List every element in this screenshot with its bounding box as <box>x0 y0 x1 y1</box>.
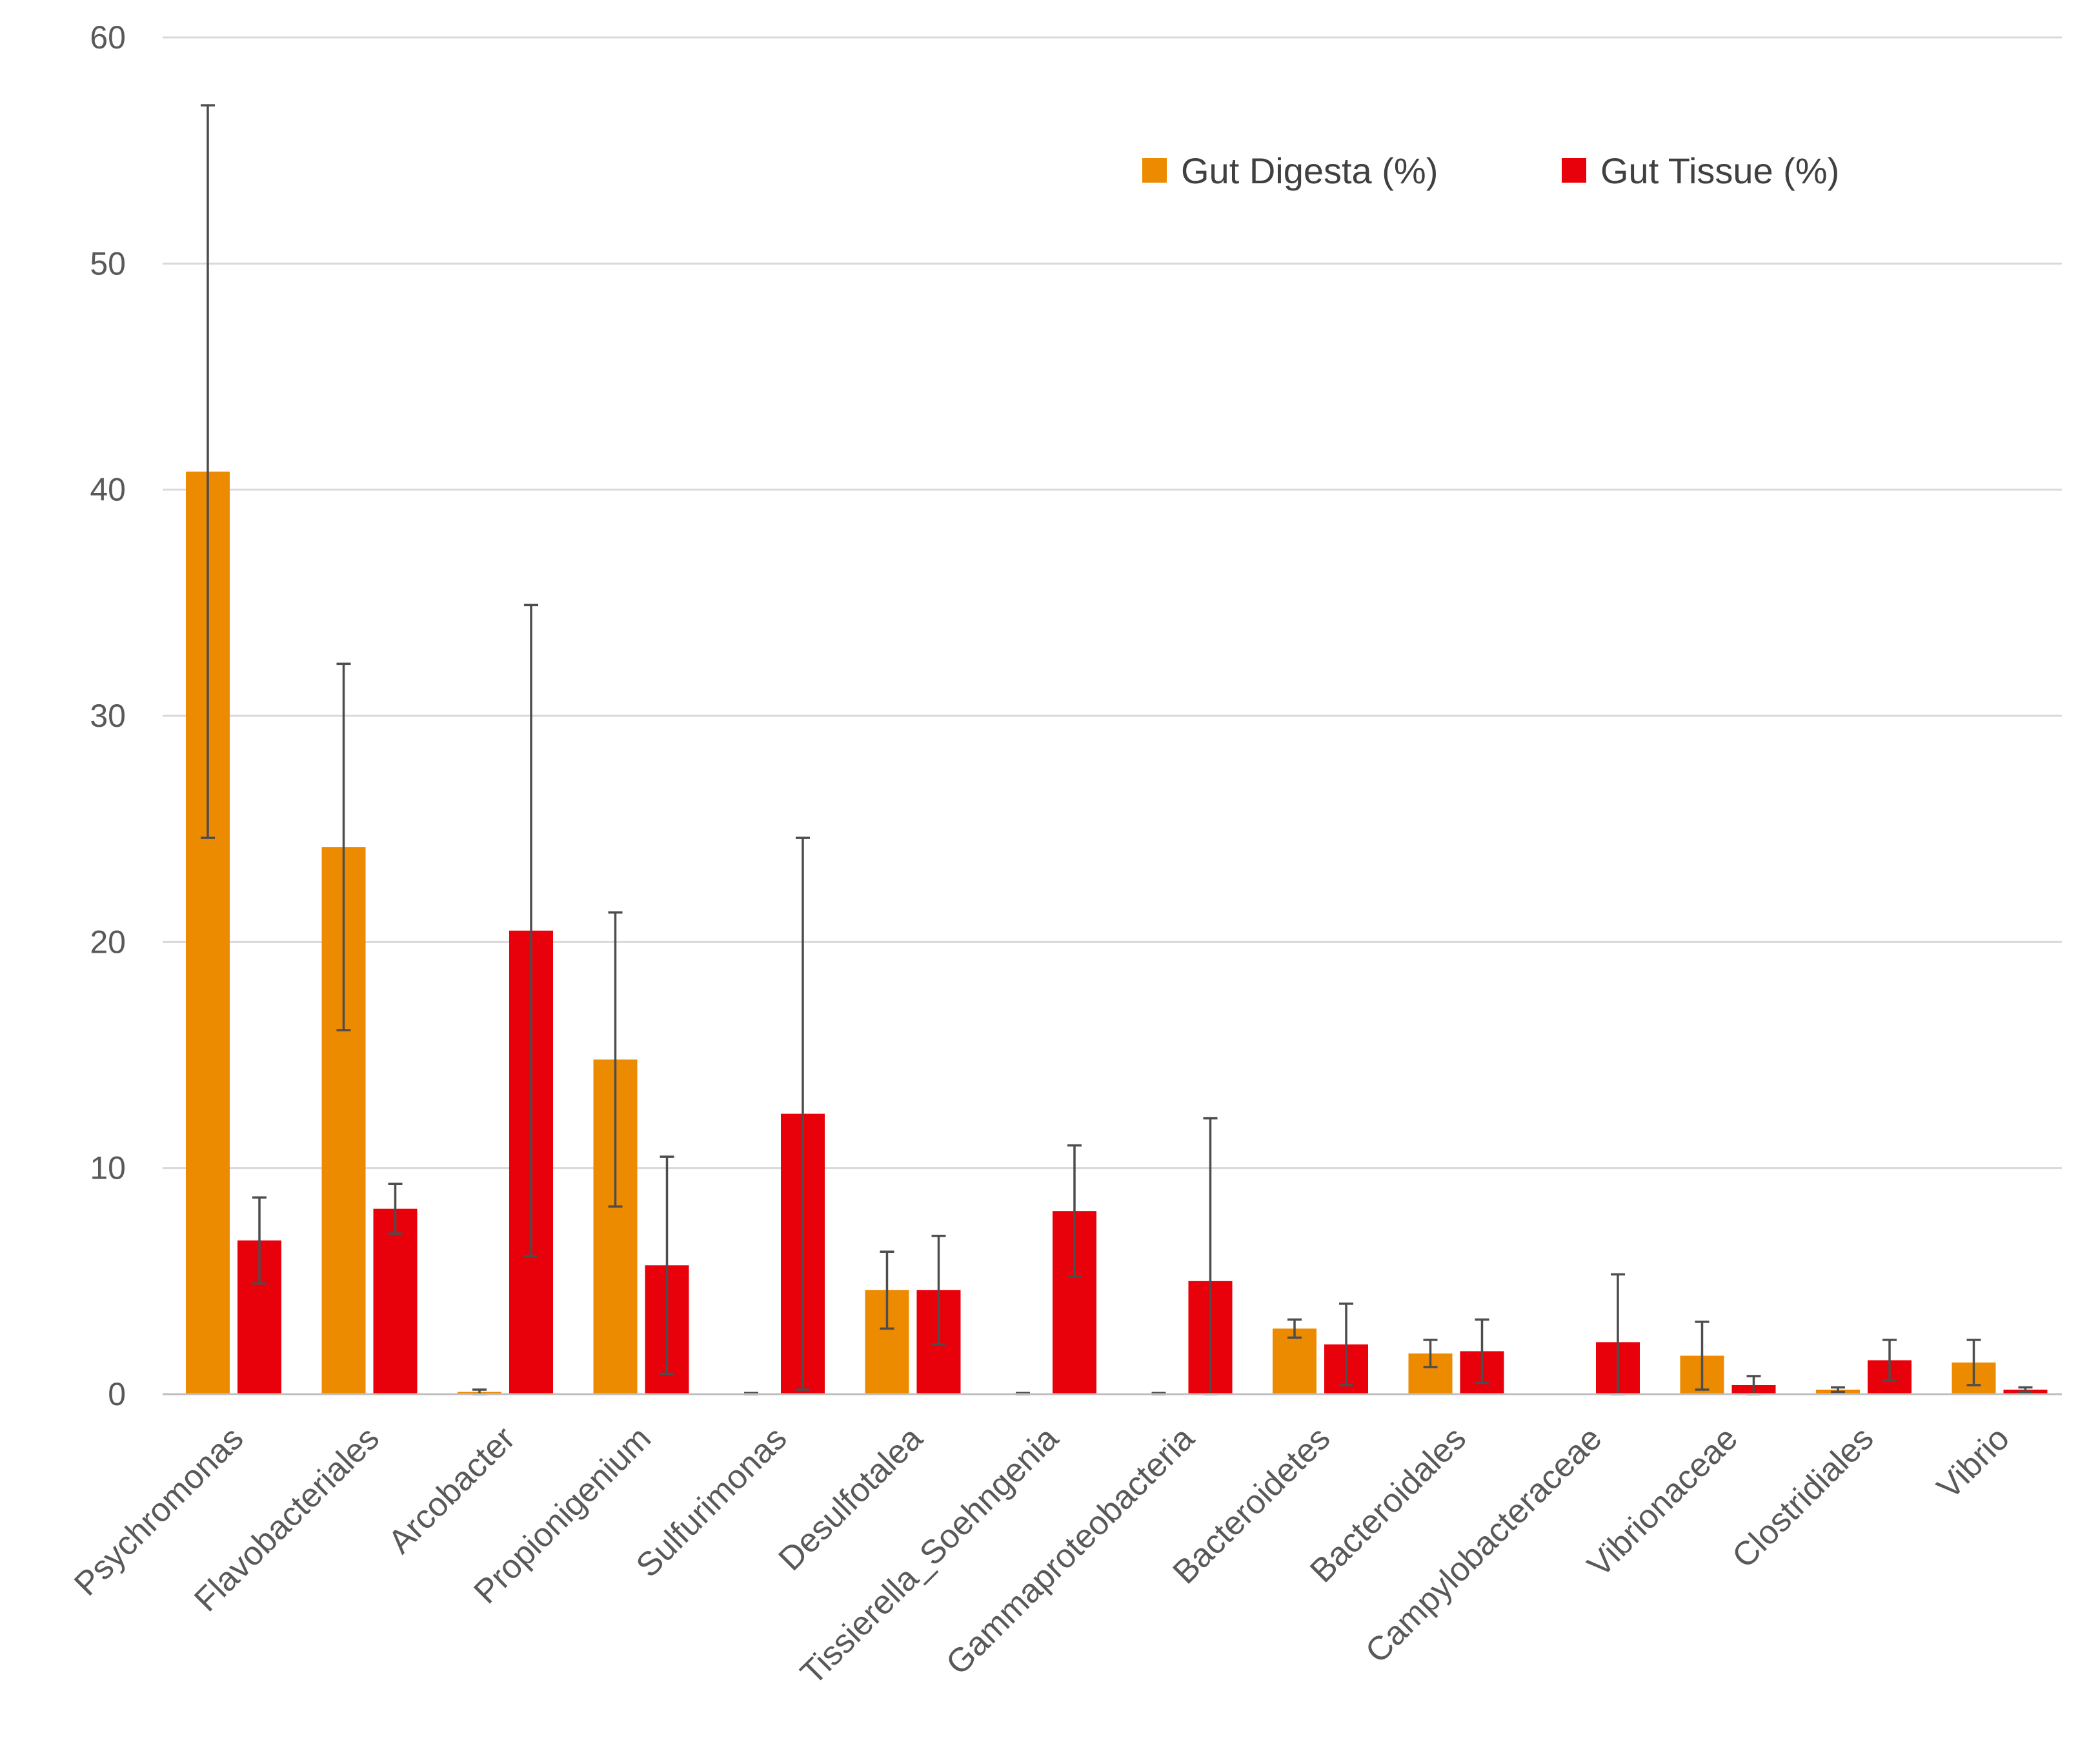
y-tick-label-20: 20 <box>90 924 126 960</box>
error-bar-tissue-4 <box>796 836 810 1391</box>
y-tick-label-40: 40 <box>90 472 126 508</box>
error-bar-digesta-1 <box>336 662 351 1031</box>
legend-swatch-gut-tissue <box>1562 158 1586 183</box>
error-bar-tissue-8 <box>1339 1303 1353 1386</box>
y-tick-label-30: 30 <box>90 698 126 734</box>
category-label-12: Clostridiales <box>1725 1419 1881 1575</box>
error-bar-tissue-9 <box>1475 1318 1489 1384</box>
y-tick-label-60: 60 <box>90 19 126 56</box>
category-label-2: Arcobacter <box>381 1419 523 1561</box>
y-tick-label-10: 10 <box>90 1150 126 1186</box>
error-bar-digesta-8 <box>1287 1318 1302 1339</box>
legend-label-gut-tissue: Gut Tissue (%) <box>1600 150 1839 191</box>
legend-swatch-gut-digesta <box>1142 158 1167 183</box>
legend: Gut Digesta (%) Gut Tissue (%) <box>1142 150 1839 191</box>
error-bar-tissue-3 <box>660 1155 674 1375</box>
error-bar-digesta-12 <box>1831 1386 1845 1394</box>
y-axis-ticks: 0 10 20 30 40 50 60 <box>90 19 126 1412</box>
error-bar-digesta-0 <box>201 104 215 839</box>
category-label-10: Campylobacteraceae <box>1358 1419 1609 1670</box>
legend-label-gut-digesta: Gut Digesta (%) <box>1181 150 1438 191</box>
error-bar-digesta-9 <box>1423 1339 1438 1368</box>
category-label-13: Vibrio <box>1930 1419 2017 1506</box>
error-bar-tissue-1 <box>388 1182 403 1235</box>
error-bar-digesta-13 <box>1966 1339 1981 1386</box>
y-tick-label-0: 0 <box>108 1376 126 1412</box>
category-label-7: Gammaproteobacteria <box>939 1419 1202 1682</box>
error-bar-tissue-5 <box>931 1235 946 1346</box>
error-bar-digesta-3 <box>608 911 623 1208</box>
gridlines <box>163 36 2062 1170</box>
error-bar-tissue-12 <box>1882 1339 1897 1382</box>
error-bars <box>201 104 2033 1395</box>
category-labels: PsychromonasFlavobacterialesArcobacterPr… <box>67 1419 2017 1692</box>
error-bar-tissue-13 <box>2018 1386 2033 1394</box>
error-bar-tissue-2 <box>524 603 538 1258</box>
y-tick-label-50: 50 <box>90 245 126 281</box>
error-bar-tissue-6 <box>1067 1144 1082 1278</box>
bar-digesta-8 <box>1273 1328 1316 1394</box>
error-bar-digesta-11 <box>1695 1321 1710 1391</box>
error-bar-digesta-5 <box>880 1250 894 1330</box>
error-bar-tissue-0 <box>252 1196 267 1285</box>
bar-tissue-1 <box>373 1208 418 1394</box>
bars <box>186 471 2048 1394</box>
category-label-6: Tissierella_Soehngenia <box>794 1419 1066 1692</box>
